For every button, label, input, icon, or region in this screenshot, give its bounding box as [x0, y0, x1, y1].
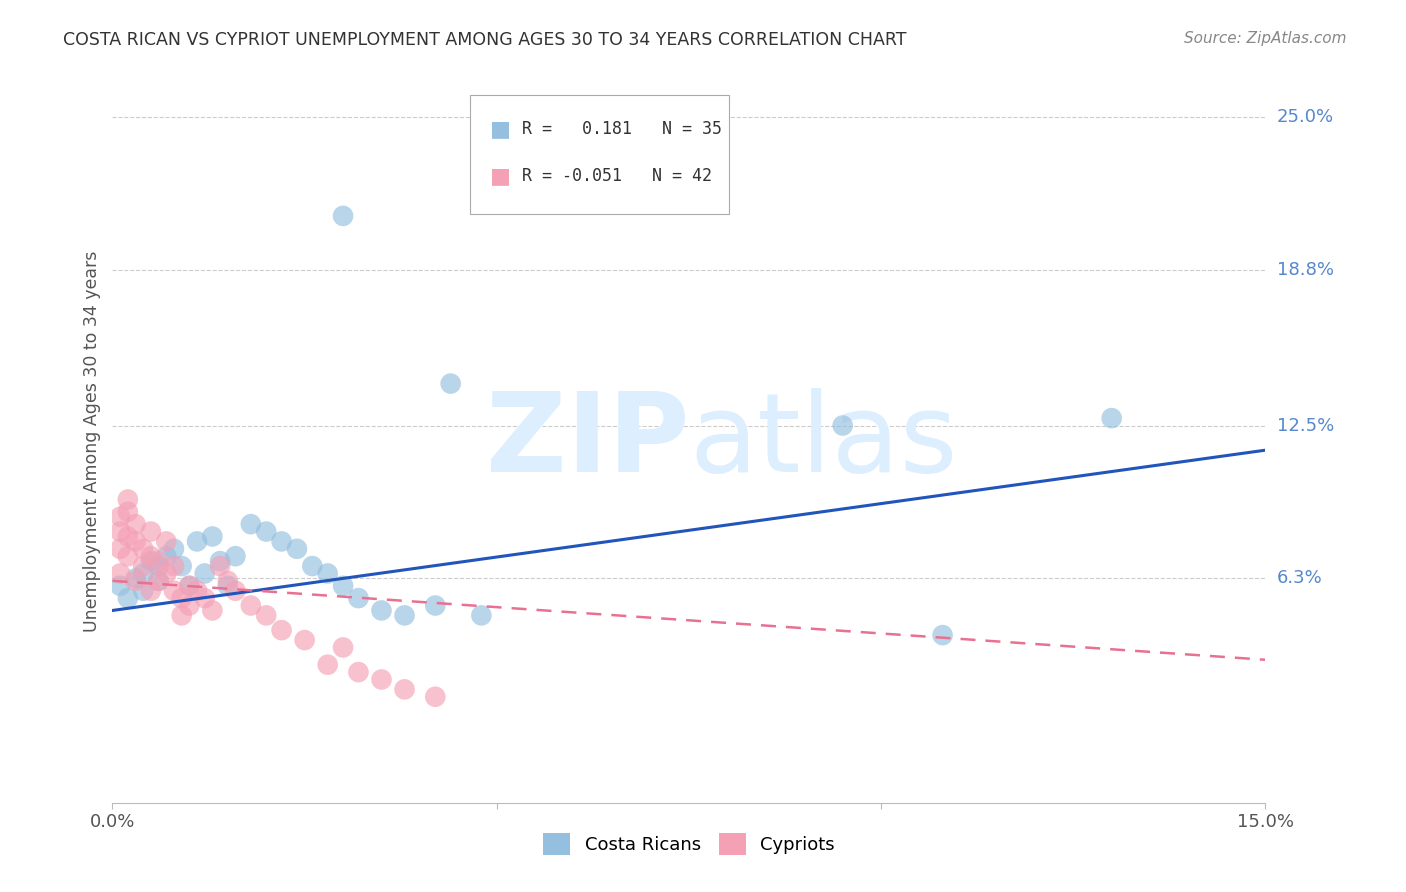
Point — [316, 566, 339, 581]
Point — [155, 549, 177, 564]
Text: COSTA RICAN VS CYPRIOT UNEMPLOYMENT AMONG AGES 30 TO 34 YEARS CORRELATION CHART: COSTA RICAN VS CYPRIOT UNEMPLOYMENT AMON… — [63, 31, 907, 49]
Point — [155, 566, 177, 581]
Point — [301, 559, 323, 574]
Point — [217, 579, 239, 593]
Point — [186, 583, 208, 598]
Point — [117, 505, 139, 519]
Point — [117, 591, 139, 606]
Text: 25.0%: 25.0% — [1277, 108, 1334, 127]
Point — [239, 517, 262, 532]
Point — [124, 534, 146, 549]
Point — [148, 574, 170, 588]
Point — [470, 608, 492, 623]
Point — [163, 559, 186, 574]
Point — [425, 690, 447, 704]
Point — [394, 682, 416, 697]
Point — [425, 599, 447, 613]
Point — [270, 623, 292, 637]
Point — [201, 603, 224, 617]
Point — [209, 559, 232, 574]
Point — [254, 524, 277, 539]
Y-axis label: Unemployment Among Ages 30 to 34 years: Unemployment Among Ages 30 to 34 years — [83, 251, 101, 632]
Point — [117, 492, 139, 507]
Point — [370, 603, 392, 617]
Point — [179, 599, 201, 613]
Point — [155, 534, 177, 549]
Text: atlas: atlas — [689, 388, 957, 495]
Point — [239, 599, 262, 613]
Point — [347, 591, 370, 606]
Point — [217, 574, 239, 588]
Point — [332, 209, 354, 223]
Point — [132, 541, 155, 556]
Point — [224, 549, 246, 564]
Text: ■: ■ — [489, 119, 510, 138]
Point — [440, 376, 463, 391]
Text: 12.5%: 12.5% — [1277, 417, 1334, 434]
Point — [186, 534, 208, 549]
Point — [224, 583, 246, 598]
Point — [170, 591, 193, 606]
Legend: Costa Ricans, Cypriots: Costa Ricans, Cypriots — [536, 826, 842, 863]
Point — [316, 657, 339, 672]
Point — [124, 517, 146, 532]
Point — [139, 554, 162, 568]
Point — [124, 574, 146, 588]
Point — [132, 566, 155, 581]
Point — [139, 549, 162, 564]
Point — [831, 418, 853, 433]
FancyBboxPatch shape — [470, 95, 730, 214]
Point — [347, 665, 370, 679]
Point — [139, 583, 162, 598]
Point — [163, 541, 186, 556]
Point — [332, 640, 354, 655]
Point — [1101, 411, 1123, 425]
Point — [270, 534, 292, 549]
Point — [108, 541, 131, 556]
Point — [931, 628, 953, 642]
Point — [117, 549, 139, 564]
Point — [254, 608, 277, 623]
Point — [148, 559, 170, 574]
Point — [170, 559, 193, 574]
Text: 6.3%: 6.3% — [1277, 569, 1322, 588]
Point — [108, 524, 131, 539]
Point — [294, 633, 316, 648]
Point — [179, 579, 201, 593]
Point — [163, 583, 186, 598]
Point — [285, 541, 308, 556]
Point — [139, 524, 162, 539]
Point — [132, 559, 155, 574]
Point — [108, 566, 131, 581]
Point — [394, 608, 416, 623]
Point — [194, 591, 217, 606]
Text: 18.8%: 18.8% — [1277, 261, 1333, 279]
Point — [108, 579, 131, 593]
Point — [332, 579, 354, 593]
Point — [370, 673, 392, 687]
Point — [124, 571, 146, 585]
Point — [179, 579, 201, 593]
Point — [201, 529, 224, 543]
Point — [209, 554, 232, 568]
Point — [132, 583, 155, 598]
Point — [194, 566, 217, 581]
Point — [117, 529, 139, 543]
Text: ■: ■ — [489, 167, 510, 186]
Point — [108, 509, 131, 524]
Text: Source: ZipAtlas.com: Source: ZipAtlas.com — [1184, 31, 1347, 46]
Text: R = -0.051   N = 42: R = -0.051 N = 42 — [522, 168, 711, 186]
Text: R =   0.181   N = 35: R = 0.181 N = 35 — [522, 120, 721, 137]
Text: ZIP: ZIP — [485, 388, 689, 495]
Point — [148, 554, 170, 568]
Point — [170, 608, 193, 623]
Point — [148, 574, 170, 588]
